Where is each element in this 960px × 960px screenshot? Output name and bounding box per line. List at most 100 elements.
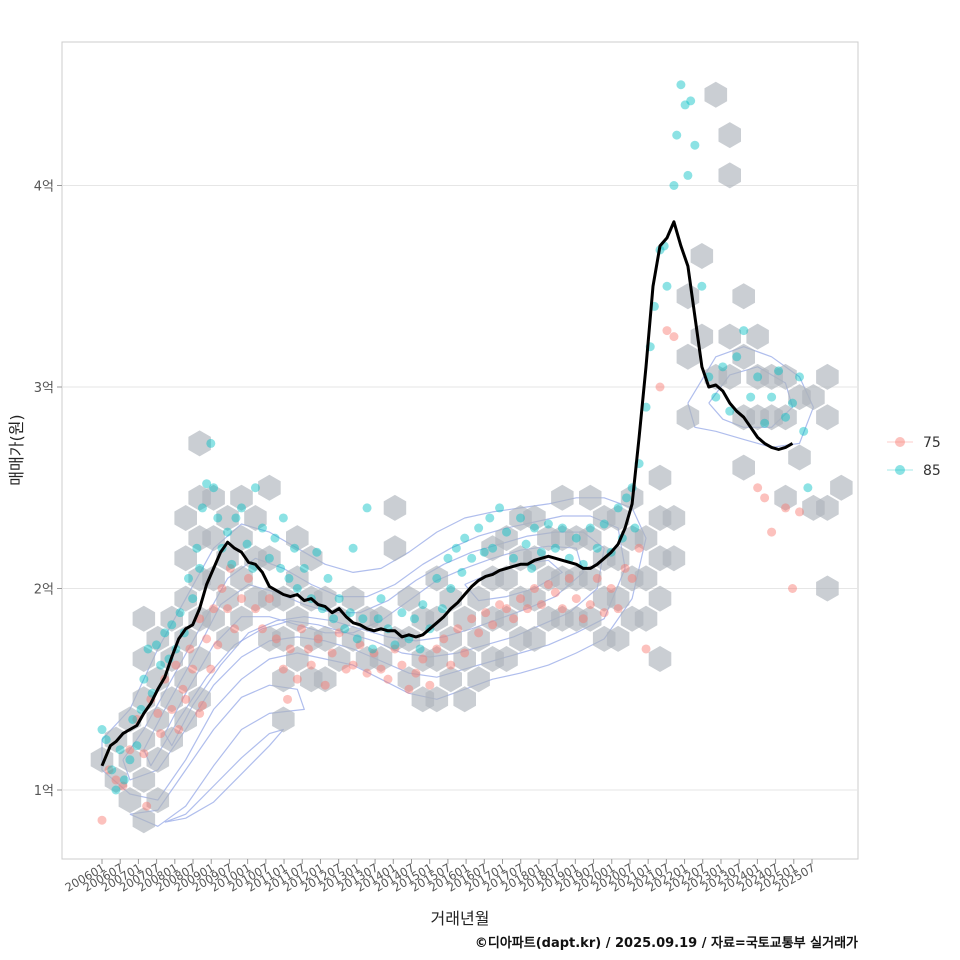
hex-bin [146,666,170,693]
point-75 [516,594,525,604]
hex-bin [216,505,239,531]
hex-bin [439,625,462,652]
hex-bin [579,565,602,592]
point-75 [467,614,477,624]
hex-bin [174,625,197,652]
point-85 [290,543,300,553]
point-85 [585,523,595,533]
point-85 [227,559,237,569]
point-85 [446,584,456,593]
hex-bin [453,646,476,672]
hexbin-layer [90,81,853,834]
y-axis-title: 매매가(원) [7,414,26,485]
point-85 [409,614,419,624]
hex-bin [188,430,211,457]
point-75 [795,507,804,517]
point-85 [292,584,302,593]
point-75 [418,654,428,664]
point-85 [662,281,672,291]
hex-bin [634,525,658,552]
hex-bin [718,363,741,390]
hex-bin [160,605,183,632]
point-75 [278,664,288,674]
hex-bin [160,726,183,753]
hex-bin [132,807,156,834]
hex-bin [216,625,239,652]
legend-item-75: 75 [887,435,941,451]
y-tick-label: 4억 [34,180,54,195]
hex-bin [425,686,449,713]
point-75 [550,588,560,598]
point-85 [132,741,142,751]
legend-label-75: 75 [923,435,941,451]
point-75 [174,725,184,735]
y-tick-label: 1억 [34,784,54,799]
point-85 [167,620,177,630]
point-75 [362,668,372,678]
hex-bin [606,625,630,652]
hex-bin [313,666,337,693]
hex-bin [258,545,281,572]
point-85 [774,366,784,376]
point-85 [115,745,125,755]
point-75 [571,594,581,604]
hex-bin [788,444,811,471]
point-75 [139,749,149,759]
point-85 [599,519,609,529]
point-75 [522,604,532,614]
hex-bin [425,646,449,672]
point-75 [213,640,223,650]
point-75 [197,700,207,710]
hex-bin [495,565,518,592]
point-85 [543,519,553,529]
point-75 [237,594,246,604]
hex-bin [132,605,156,632]
hex-bin [676,343,700,370]
hex-bin [174,545,197,572]
legend-label-85: 85 [923,463,941,479]
point-75 [488,620,498,630]
point-85 [156,660,166,670]
point-75 [303,644,313,654]
hex-bin [286,525,309,552]
point-75 [355,640,365,650]
point-85 [231,513,241,523]
point-85 [358,614,368,624]
point-75 [171,660,181,670]
hex-bin [174,585,197,612]
trend-line [100,220,794,767]
point-75 [264,594,274,604]
hex-bin [634,605,658,632]
point-75 [669,332,679,342]
hex-bin [188,686,211,713]
point-75 [543,579,553,589]
point-85 [418,600,428,610]
point-85 [718,362,728,372]
hex-bin [704,81,728,108]
hex-bin [732,454,755,481]
hex-bin [467,585,490,612]
point-75 [753,483,763,493]
hex-bin [774,404,797,431]
point-75 [306,660,316,670]
hex-bin [718,122,741,149]
x-axis-title: 거래년월 [431,909,490,928]
point-75 [760,493,770,503]
hex-bin [230,525,253,552]
point-75 [225,563,235,573]
hex-bin [816,575,839,602]
hex-bin [495,646,518,672]
point-75 [662,326,672,336]
point-75 [606,584,616,593]
hex-bin [523,585,546,612]
point-75 [453,624,463,634]
point-75 [167,704,177,714]
point-75 [439,634,449,644]
point-85 [641,402,651,412]
point-75 [495,600,505,610]
hex-bin [662,545,686,572]
point-85 [753,372,763,382]
legend-item-85: 85 [887,463,941,479]
hex-bin [327,646,351,672]
point-85 [334,594,344,604]
